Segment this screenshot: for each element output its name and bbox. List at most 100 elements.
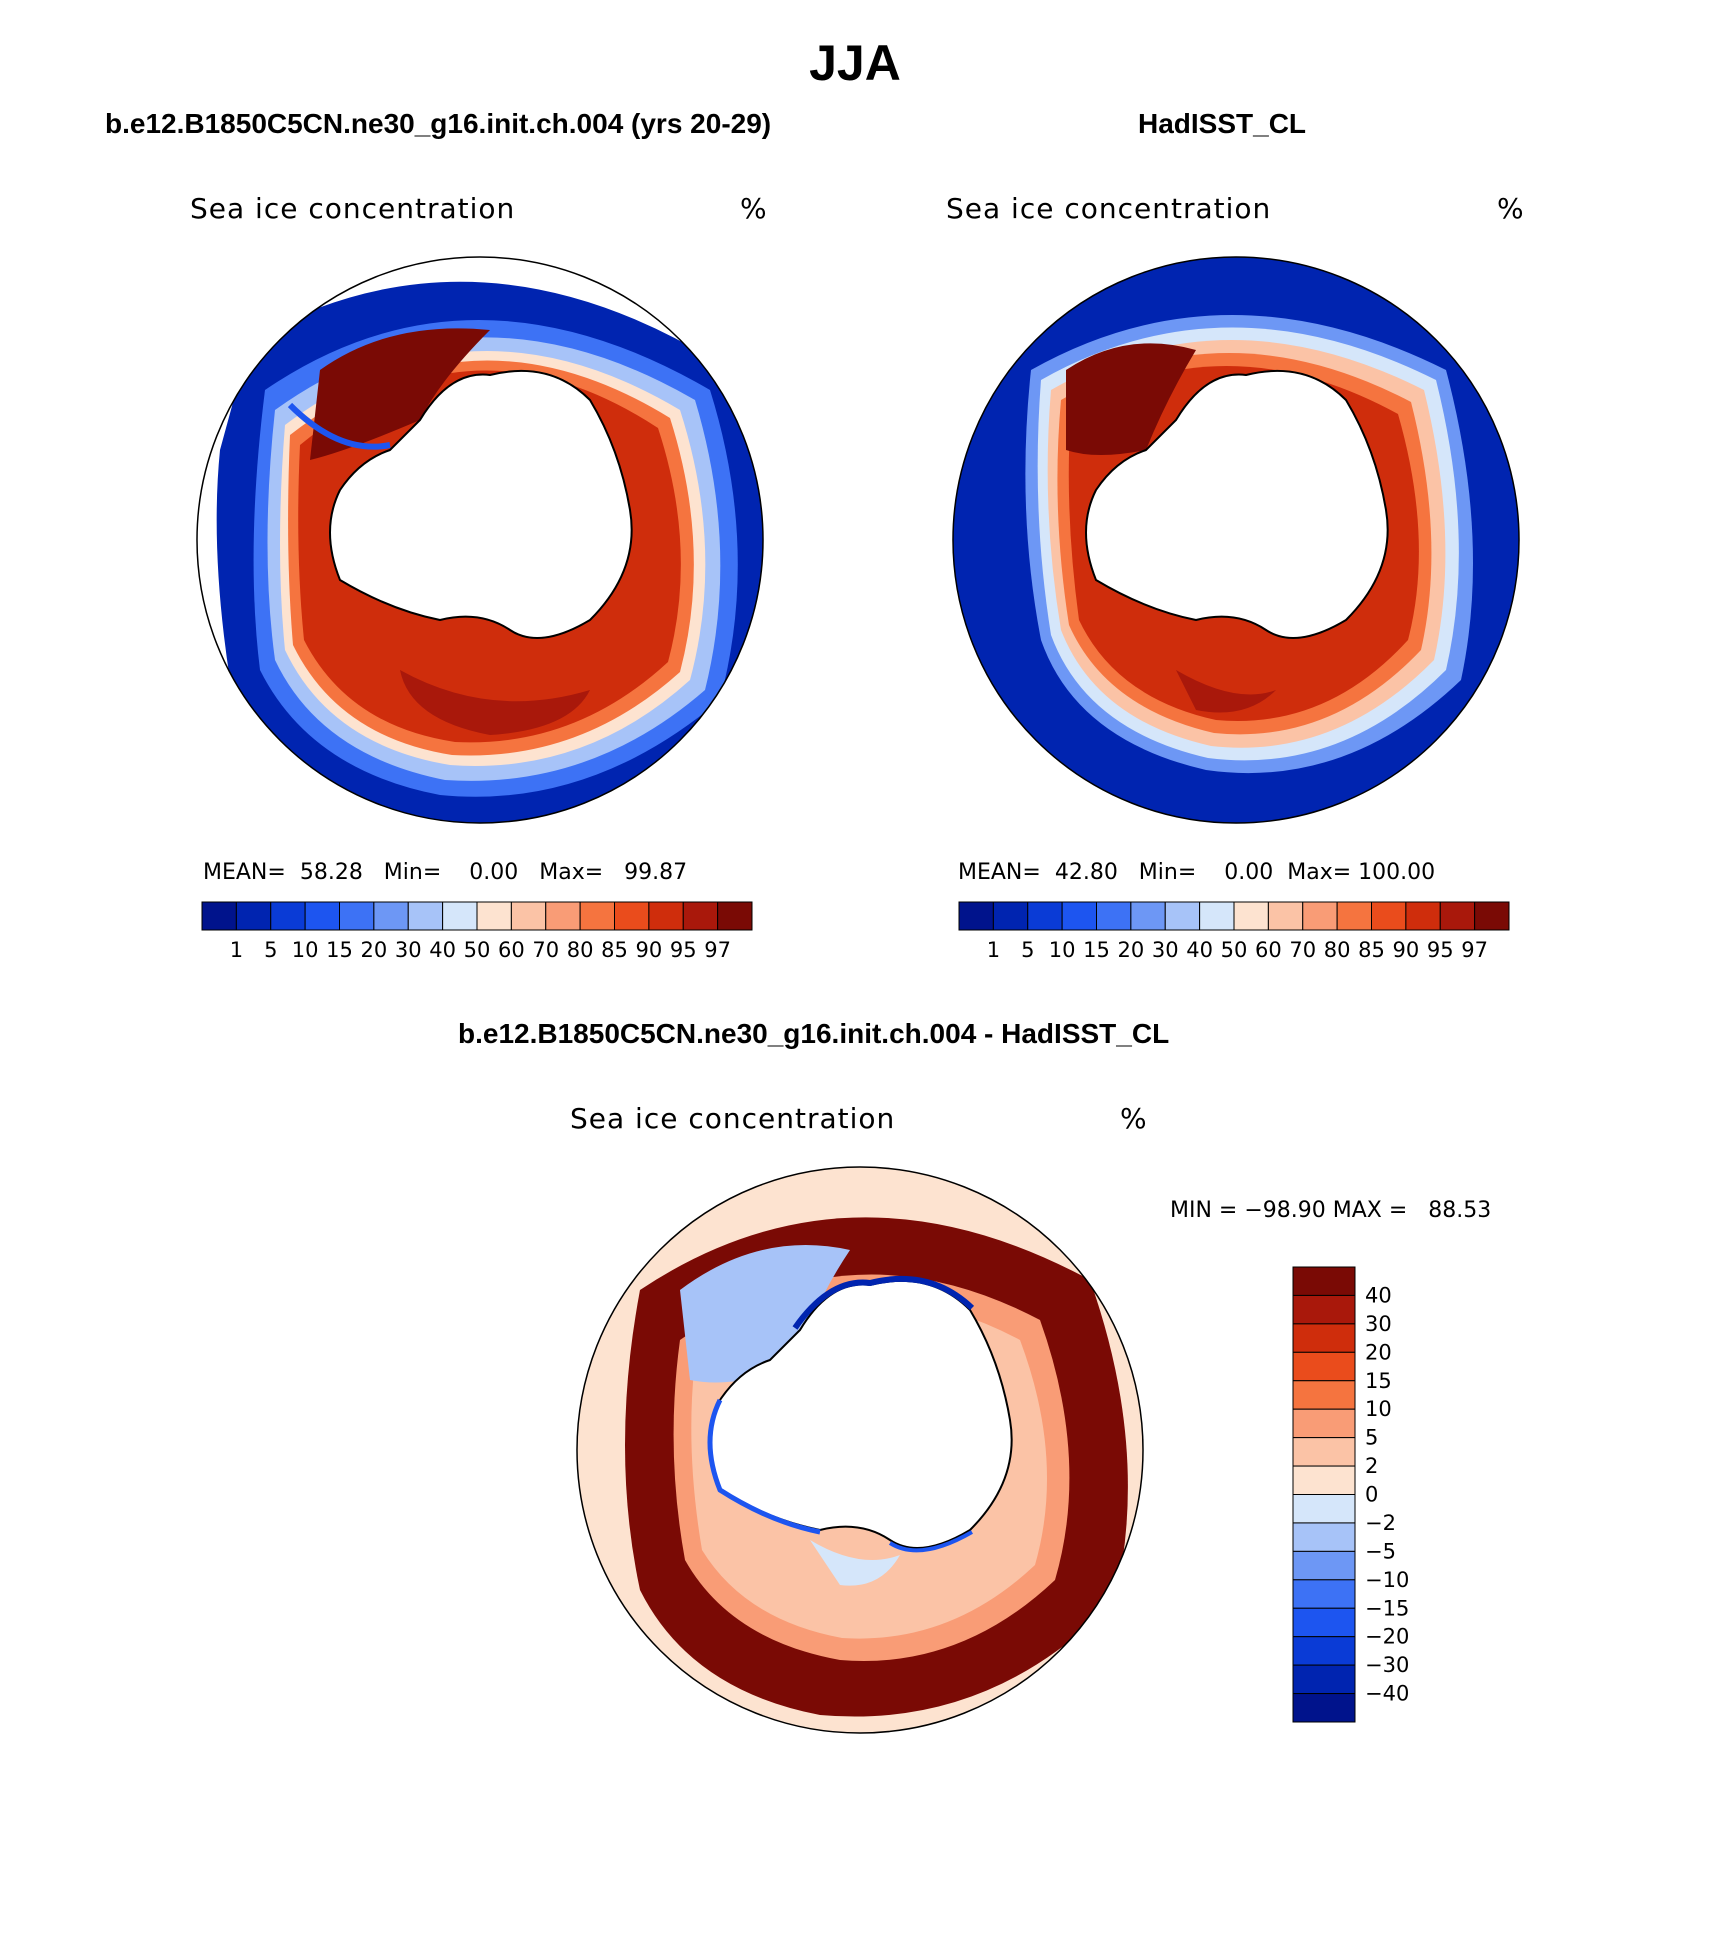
panel-1-min-label: Min=: [383, 860, 442, 885]
diff-colorbar-tick-label: 40: [1365, 1283, 1392, 1307]
panel-1-colorbar-tick-label: 80: [567, 938, 594, 962]
panel-2-max-value: 100.00: [1358, 860, 1436, 885]
panel-1-colorbar-swatch: [579, 901, 615, 931]
diff-colorbar-swatch: [1292, 1550, 1356, 1581]
panel-2-colorbar-tick-label: 15: [1083, 938, 1110, 962]
panel-2-mean-value: 42.80: [1054, 860, 1118, 885]
diff-colorbar-swatch: [1292, 1494, 1356, 1524]
panel-2-colorbar-tick-label: 1: [987, 938, 1000, 962]
panel-1-colorbar-swatch: [545, 901, 581, 931]
panel-2-colorbar-tick-label: 30: [1152, 938, 1179, 962]
diff-colorbar-tick-label: 0: [1365, 1483, 1378, 1507]
panel-2-units: %: [1497, 192, 1525, 225]
panel-2-min-label: Min=: [1138, 860, 1197, 885]
diff-colorbar-tick-label: 20: [1365, 1340, 1392, 1364]
diff-panel-units: %: [1120, 1102, 1148, 1135]
panel-1-colorbar-swatch: [304, 901, 340, 931]
panel-2-colorbar-swatch: [1439, 901, 1476, 931]
panel-2-colorbar-tick-label: 5: [1021, 938, 1034, 962]
panel-2-colorbar-swatch: [1336, 901, 1372, 931]
panel-2-colorbar-swatch: [1164, 901, 1201, 931]
panel-1-colorbar-swatch: [201, 901, 237, 931]
panel-2-colorbar-swatch: [992, 901, 1029, 931]
panel-2-colorbar-swatch: [958, 901, 994, 931]
panel-1-colorbar-tick-label: 95: [670, 938, 697, 962]
panel-1-max-label: Max=: [539, 860, 604, 885]
diff-colorbar-tick-label: 10: [1365, 1397, 1392, 1421]
panel-1-colorbar-swatch: [682, 901, 719, 931]
panel-2-colorbar: 1 5 10 15 20 30 40 50 60 70 80 85 90 95 97: [958, 901, 1510, 962]
panel-1-title: b.e12.B1850C5CN.ne30_g16.init.ch.004 (yr…: [105, 108, 772, 139]
panel-2-colorbar-swatch: [1130, 901, 1166, 931]
panel-1-colorbar-swatch: [648, 901, 684, 931]
diff-colorbar-swatch: [1292, 1636, 1356, 1666]
diff-colorbar-swatch: [1292, 1465, 1356, 1495]
panel-1-colorbar-swatch: [407, 901, 444, 931]
panel-1-colorbar-swatch: [442, 901, 478, 931]
panel-1-colorbar-tick-label: 1: [230, 938, 243, 962]
diff-panel-variable: Sea ice concentration: [570, 1102, 896, 1135]
panel-2-colorbar-tick-label: 90: [1393, 938, 1420, 962]
panel-2-colorbar-swatch: [1474, 901, 1510, 931]
panel-1-colorbar-swatch: [373, 901, 409, 931]
panel-1-colorbar-swatch: [339, 901, 375, 931]
panel-1-colorbar-tick-label: 10: [292, 938, 319, 962]
panel-1-colorbar-tick-label: 5: [264, 938, 277, 962]
diff-colorbar-tick-label: 30: [1365, 1312, 1392, 1336]
panel-1-colorbar-tick-label: 40: [429, 938, 456, 962]
panel-1-colorbar-swatch: [235, 901, 272, 931]
panel-2-colorbar-swatch: [1267, 901, 1304, 931]
diff-colorbar-swatch: [1292, 1522, 1356, 1552]
panel-1-colorbar-tick-label: 70: [532, 938, 559, 962]
diff-colorbar-swatch: [1292, 1408, 1356, 1439]
diff-colorbar-swatch: [1292, 1437, 1356, 1467]
panel-2-colorbar-swatch: [1302, 901, 1338, 931]
diff-colorbar-tick-label: −10: [1365, 1568, 1409, 1592]
panel-2-colorbar-tick-label: 95: [1427, 938, 1454, 962]
diff-colorbar-swatch: [1292, 1294, 1356, 1325]
diff-colorbar-swatch: [1292, 1664, 1356, 1695]
diff-colorbar-swatch: [1292, 1351, 1356, 1382]
panel-2-colorbar-swatch: [1405, 901, 1441, 931]
panel-1-colorbar-tick-label: 85: [601, 938, 628, 962]
diff-colorbar-tick-label: −30: [1365, 1653, 1409, 1677]
panel-1-colorbar-swatch: [614, 901, 650, 931]
diff-colorbar-swatch: [1292, 1693, 1356, 1723]
panel-1-colorbar-tick-label: 50: [464, 938, 491, 962]
panel-1-colorbar-swatch: [476, 901, 512, 931]
panel-1-min-value: 0.00: [469, 860, 519, 885]
panel-1-variable: Sea ice concentration: [190, 192, 516, 225]
panel-2-colorbar-tick-label: 40: [1186, 938, 1213, 962]
panel-1-colorbar-tick-label: 30: [395, 938, 422, 962]
figure-title: JJA: [809, 35, 901, 91]
panel-2-variable: Sea ice concentration: [946, 192, 1272, 225]
panel-1-stats: MEAN= 58.28 Min= 0.00 Max= 99.87: [203, 860, 687, 885]
panel-2-colorbar-tick-label: 20: [1118, 938, 1145, 962]
diff-colorbar-tick-label: −15: [1365, 1596, 1409, 1620]
diff-colorbar-swatch: [1292, 1607, 1356, 1638]
panel-2-colorbar-tick-label: 97: [1461, 938, 1488, 962]
panel-2-stats: MEAN= 42.80 Min= 0.00 Max= 100.00: [958, 860, 1435, 885]
panel-2-colorbar-tick-label: 85: [1358, 938, 1385, 962]
panel-2-colorbar-swatch: [1371, 901, 1407, 931]
panel-2-max-label: Max=: [1287, 860, 1352, 885]
panel-1-colorbar-swatch: [510, 901, 547, 931]
diff-colorbar-swatch: [1292, 1380, 1356, 1410]
panel-1-colorbar: 1 5 10 15 20 30 40 50 60 70 80 85 90 95 97: [201, 901, 753, 962]
panel-1-map: [196, 256, 764, 824]
panel-2-mean-label: MEAN=: [958, 860, 1041, 885]
diff-panel-minmax: MIN = −98.90 MAX = 88.53: [1170, 1198, 1492, 1223]
diff-colorbar-tick-label: 2: [1365, 1454, 1378, 1478]
panel-2-colorbar-swatch: [1061, 901, 1097, 931]
panel-1-units: %: [740, 192, 768, 225]
panel-2-colorbar-tick-label: 60: [1255, 938, 1282, 962]
diff-colorbar-swatch: [1292, 1323, 1356, 1353]
diff-colorbar-tick-label: −2: [1365, 1511, 1396, 1535]
panel-1-colorbar-swatch: [717, 901, 753, 931]
diff-colorbar-tick-label: −20: [1365, 1625, 1409, 1649]
panel-1-colorbar-tick-label: 20: [361, 938, 388, 962]
diff-panel-title: b.e12.B1850C5CN.ne30_g16.init.ch.004 - H…: [458, 1018, 1170, 1049]
panel-1-colorbar-tick-label: 90: [636, 938, 663, 962]
panel-1-colorbar-swatch: [270, 901, 306, 931]
